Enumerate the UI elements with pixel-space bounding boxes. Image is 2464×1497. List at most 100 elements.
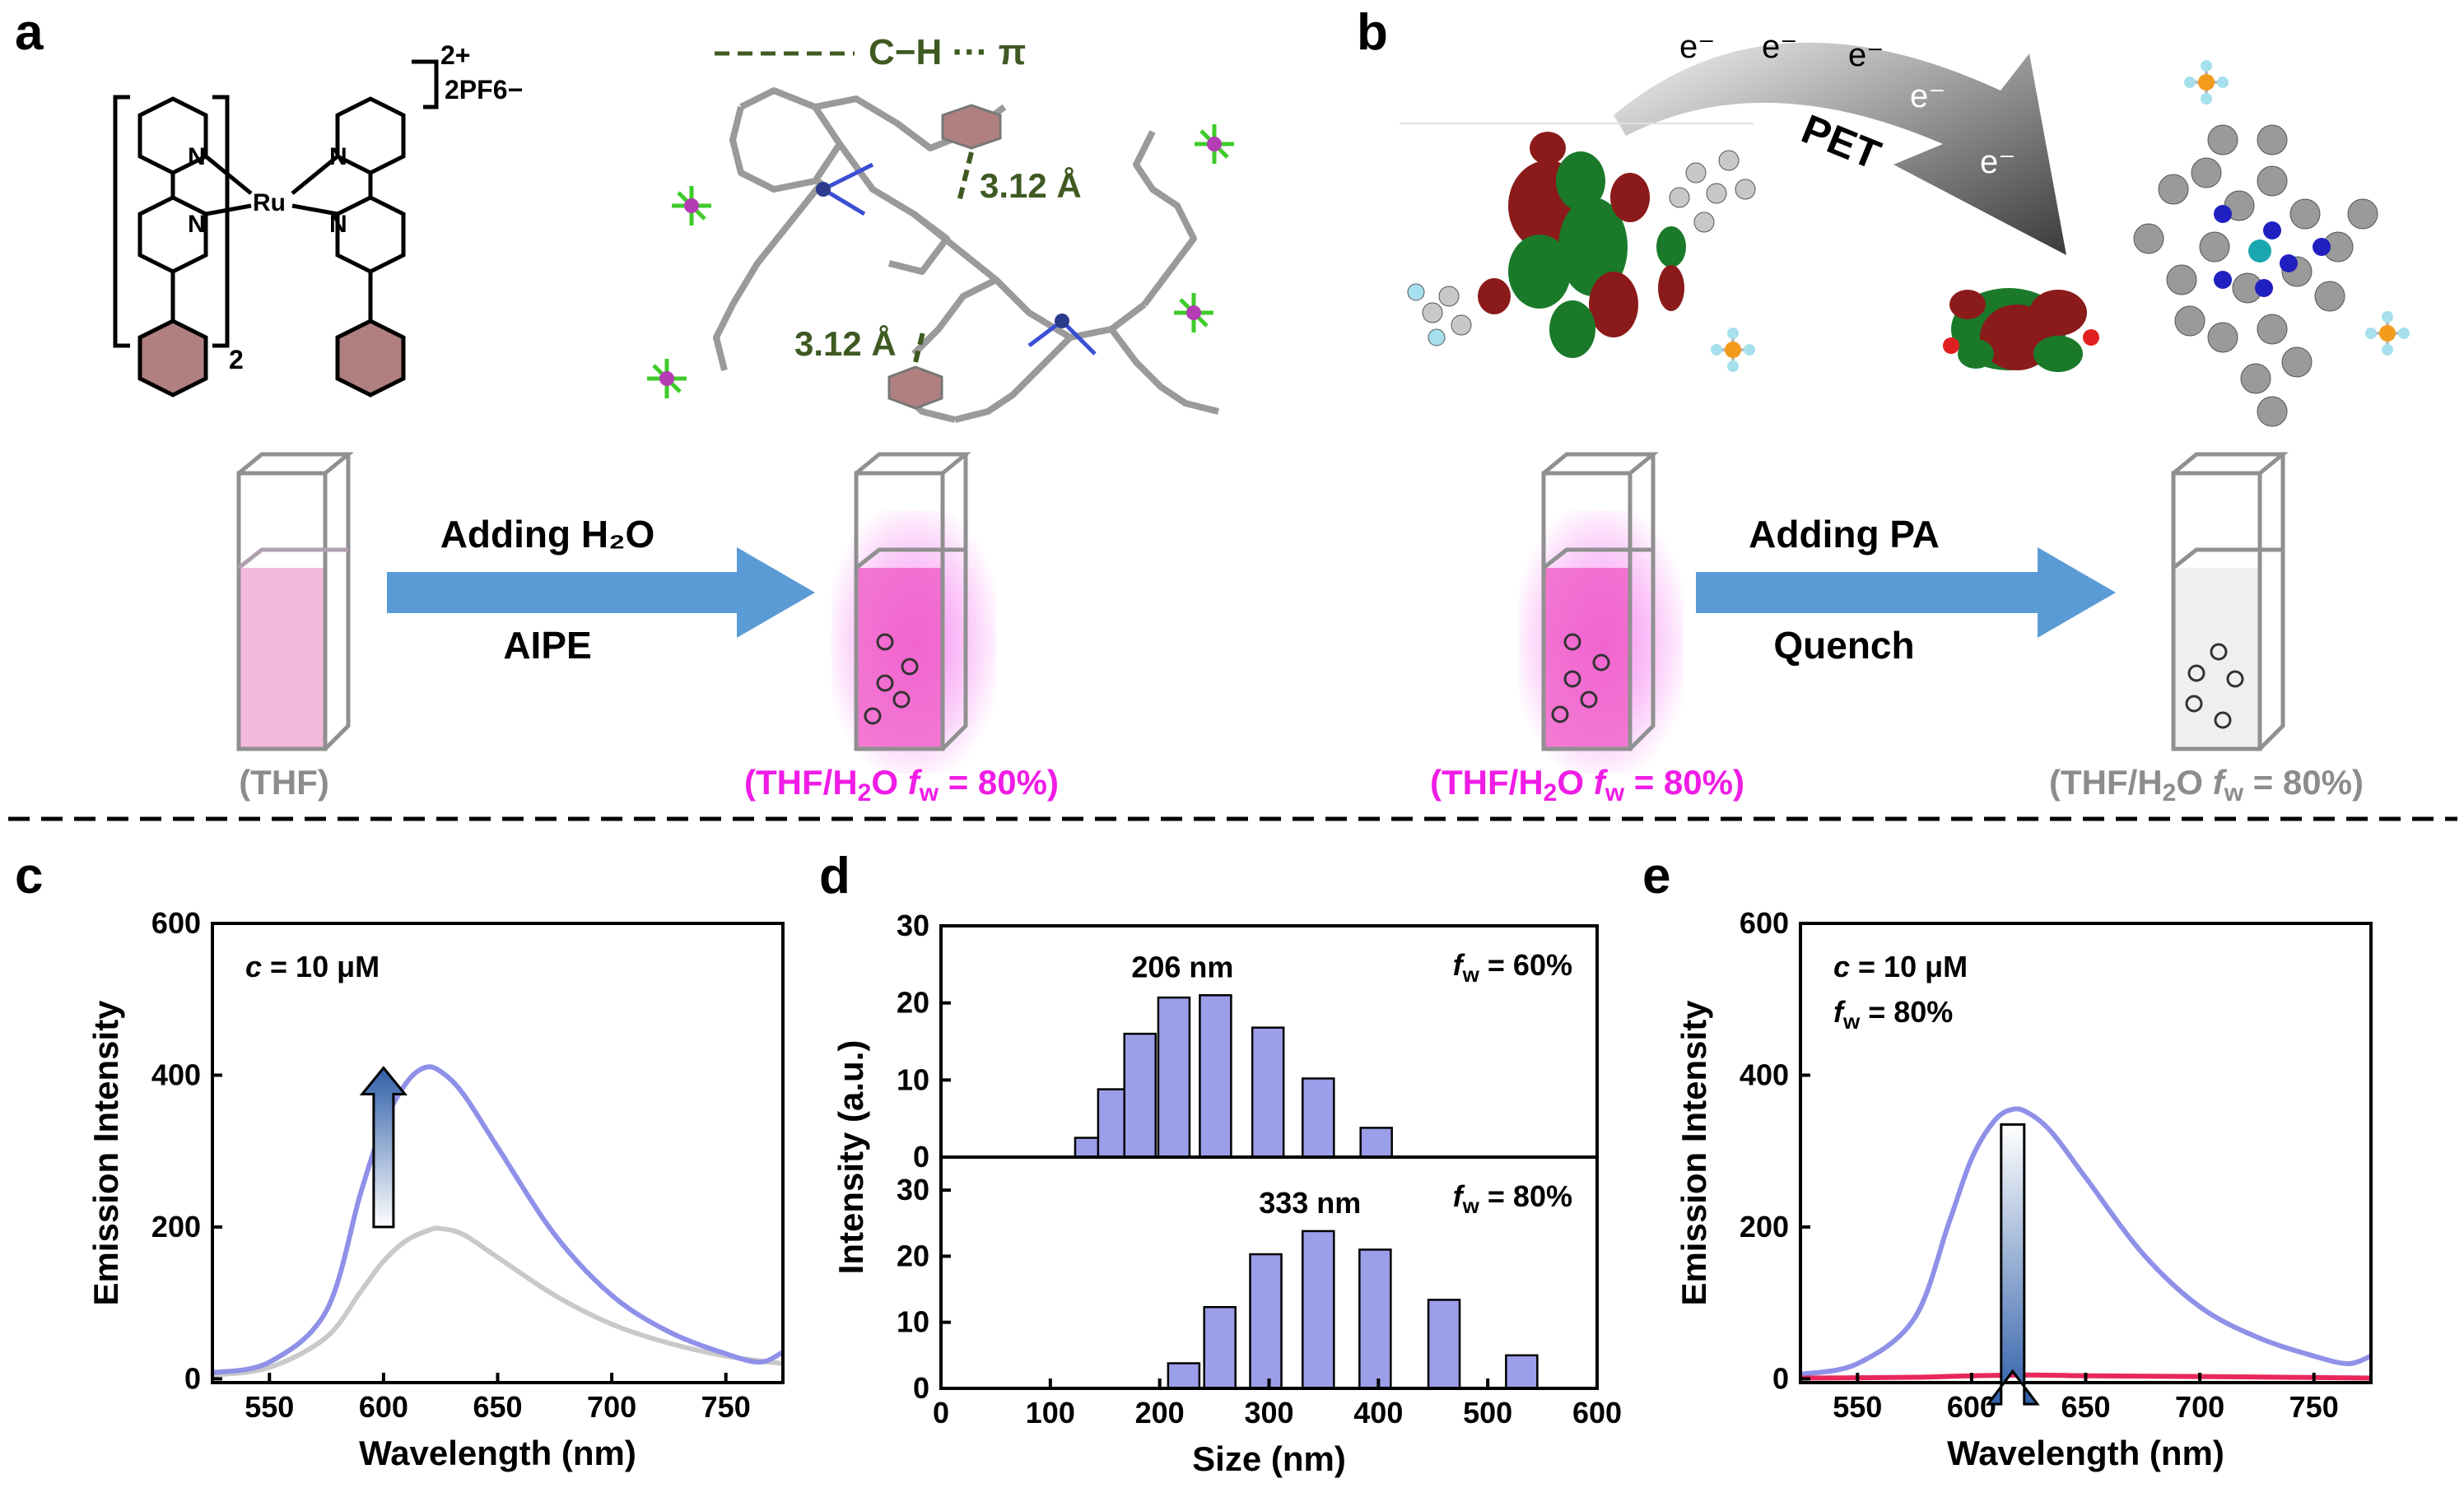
- x-tick-label: 300: [1244, 1396, 1293, 1430]
- electron-1: e⁻: [1679, 29, 1715, 65]
- panel-label-a: a: [15, 4, 44, 61]
- orbital-acceptor: [1943, 288, 2099, 372]
- counterion: 2PF6−: [445, 75, 523, 105]
- x-tick-label: 650: [2061, 1390, 2110, 1424]
- electron-5: e⁻: [1980, 144, 2015, 180]
- arrow-quench: [1696, 547, 2116, 638]
- y-axis-label: Emission Intensity: [86, 1000, 125, 1306]
- bar: [1157, 996, 1191, 1159]
- distance-label-top: 3.12 Å: [980, 166, 1082, 205]
- series-line-1: [212, 1064, 785, 1375]
- y-axis-label: Intensity (a.u.): [831, 1040, 870, 1275]
- y-tick-label: 600: [1740, 906, 1789, 940]
- cuvette-label-thf: (THF): [239, 763, 329, 802]
- pf6-acceptor-right: [2365, 311, 2410, 356]
- cuvette-label-b-left: (THF/H2O fw = 80%): [1430, 763, 1744, 807]
- y-tick-label: 30: [897, 1173, 929, 1206]
- pet-arrow: [1614, 42, 2066, 256]
- x-tick-label: 550: [245, 1390, 294, 1424]
- bar: [1251, 1026, 1285, 1159]
- cuvette-label-b-right: (THF/H2O fw = 80%): [2049, 763, 2364, 807]
- pf6-anions: [647, 124, 1234, 398]
- x-tick-label: 750: [701, 1390, 751, 1424]
- y-tick-label: 400: [151, 1058, 201, 1091]
- y-tick-label: 200: [151, 1210, 201, 1244]
- y-tick-label: 20: [897, 1239, 929, 1272]
- bar: [1505, 1354, 1539, 1390]
- atom-n-2: N: [188, 211, 206, 238]
- peak-size-label: 206 nm: [1131, 950, 1233, 983]
- decrease-arrow: [1985, 1123, 2040, 1406]
- crystal-packing: C−H ··· π 3.12 Å 3.12 Å: [647, 32, 1234, 423]
- x-axis-label: Wavelength (nm): [1947, 1434, 2224, 1472]
- x-tick-label: 400: [1353, 1396, 1403, 1430]
- y-tick-label: 0: [913, 1371, 929, 1405]
- peak-size-label: 333 nm: [1259, 1186, 1361, 1220]
- phenyl-rings-a: [137, 318, 406, 397]
- x-tick-label: 700: [2175, 1390, 2224, 1424]
- x-tick-label: 750: [2289, 1390, 2339, 1424]
- cuvette-label-thf-water-a: (THF/H2O fw = 80%): [744, 763, 1059, 807]
- bar: [1427, 1299, 1461, 1390]
- pf6-donor: [1711, 328, 1755, 372]
- chart-c: 550 600 650 700 750 0 200 400 600 Wavelength (nm)…: [86, 906, 785, 1472]
- x-tick-label: 500: [1463, 1396, 1512, 1430]
- atom-n-1: N: [188, 143, 206, 170]
- panel-label-b: b: [1357, 4, 1388, 61]
- bar: [1302, 1077, 1335, 1159]
- x-axis-label: Size (nm): [1192, 1439, 1346, 1478]
- x-tick-label: 650: [473, 1390, 522, 1424]
- plot-frame: [1799, 922, 2373, 1384]
- x-tick-label: 600: [1572, 1396, 1622, 1430]
- atom-n-4: N: [329, 211, 347, 238]
- step-label-aipe: AIPE: [503, 624, 591, 667]
- y-tick-label: 0: [913, 1140, 929, 1174]
- series-line-0: [212, 1225, 784, 1378]
- bar: [1199, 994, 1232, 1159]
- y-tick-label: 400: [1740, 1058, 1789, 1091]
- electron-4: e⁻: [1910, 78, 1945, 114]
- pf6-acceptor-top: [2184, 60, 2229, 105]
- electron-2: e⁻: [1762, 29, 1797, 65]
- x-axis-label: Wavelength (nm): [359, 1434, 636, 1472]
- bar: [1123, 1032, 1157, 1159]
- y-tick-label: 600: [151, 906, 201, 940]
- y-tick-label: 0: [184, 1361, 201, 1395]
- complex-acceptor: [2133, 60, 2410, 427]
- bar: [1203, 1305, 1237, 1390]
- x-tick-label: 700: [587, 1390, 636, 1424]
- ru-complex-structure: [113, 59, 439, 348]
- annotation-concentration: c = 10 μM: [1833, 950, 1968, 983]
- y-tick-label: 0: [1772, 1361, 1789, 1395]
- bar: [1249, 1253, 1283, 1390]
- bar: [1359, 1127, 1393, 1159]
- y-tick-label: 10: [897, 1062, 929, 1096]
- x-tick-label: 0: [933, 1396, 949, 1430]
- ligand-subscript: 2: [229, 345, 244, 374]
- y-tick-label: 200: [1740, 1210, 1789, 1244]
- highlight-phenyl-bottom: [887, 365, 943, 410]
- panel-label-e: e: [1642, 848, 1670, 904]
- bar: [1167, 1362, 1201, 1390]
- panel-label-d: d: [819, 848, 850, 904]
- chart-e: 550 600 650 700 750 0 200 400 600 Wavelength (nm)…: [1674, 906, 2373, 1472]
- step-label-quench: Quench: [1773, 624, 1914, 667]
- x-tick-label: 600: [359, 1390, 408, 1424]
- plot-frame: [211, 922, 785, 1384]
- step-label-adding-pa: Adding PA: [1749, 513, 1940, 556]
- y-axis-label: Emission Intensity: [1674, 1000, 1713, 1306]
- y-tick-label: 10: [897, 1305, 929, 1339]
- cuvette-b-quenched: [2171, 452, 2289, 751]
- x-tick-label: 200: [1135, 1396, 1185, 1430]
- arrow-aipe: [387, 547, 815, 638]
- interaction-label: C−H ··· π: [869, 32, 1026, 72]
- x-tick-label: 600: [1947, 1390, 1996, 1424]
- orbital-donor: [1407, 132, 1756, 372]
- distance-label-bottom: 3.12 Å: [794, 324, 897, 363]
- series-line-1: [1800, 1372, 2372, 1381]
- series-line-0: [1800, 1106, 2373, 1377]
- cuvette-thf-water: [831, 452, 996, 774]
- panel-label-c: c: [15, 848, 43, 904]
- bar: [1302, 1230, 1335, 1390]
